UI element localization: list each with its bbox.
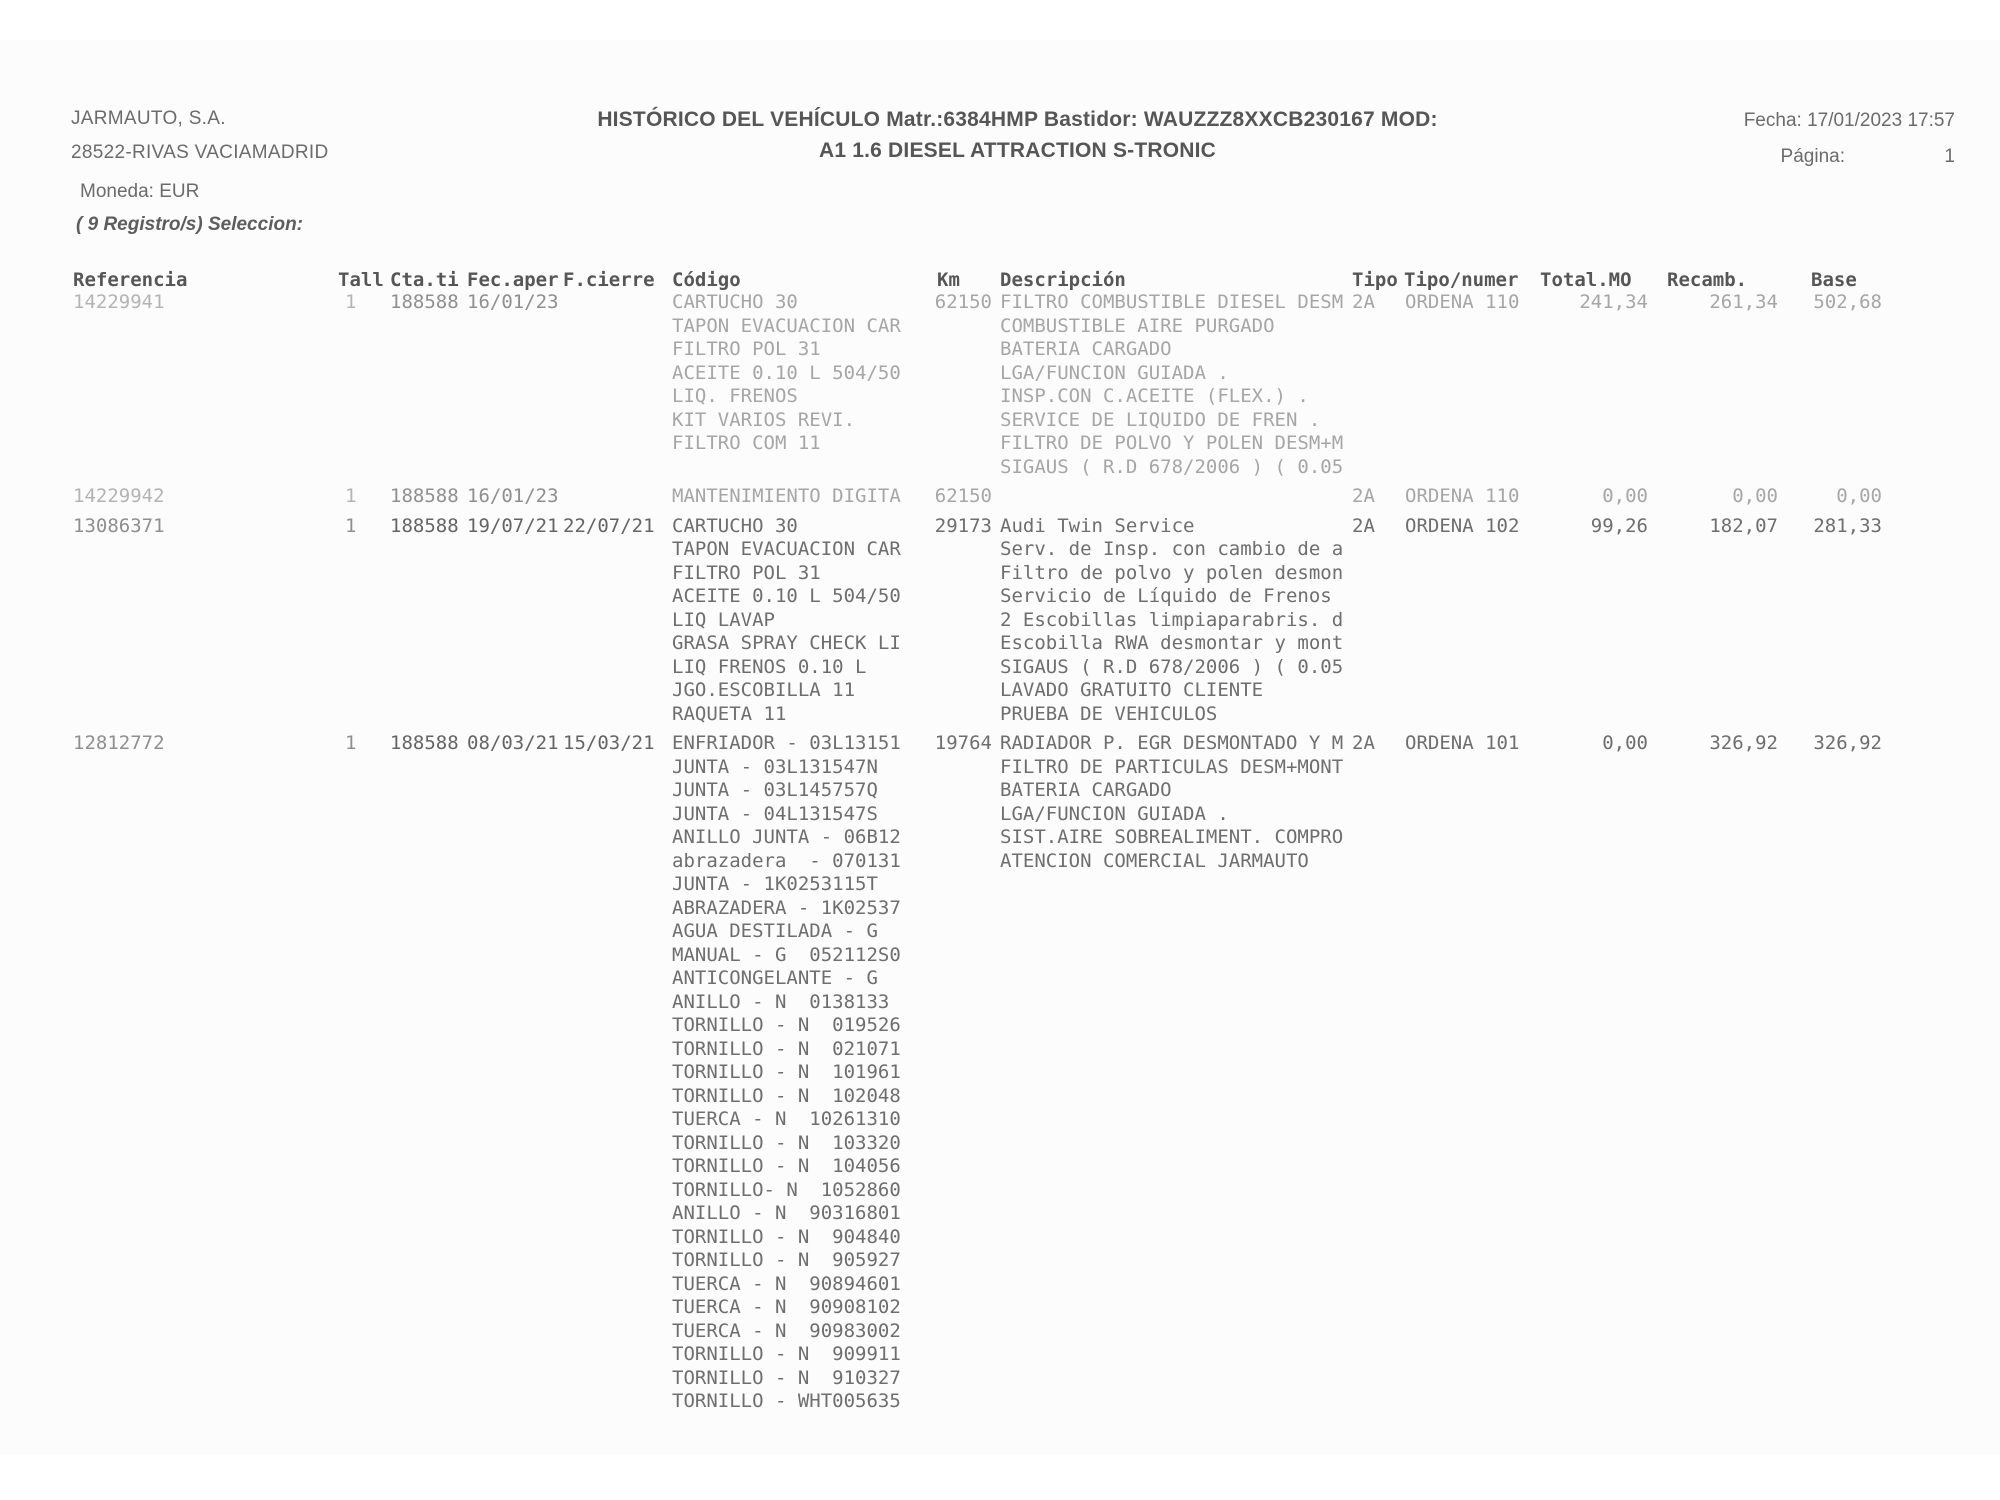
cell-km: 62150: [934, 291, 992, 313]
cell-referencia: 14229941: [73, 291, 165, 313]
cell-total-mo: 0,00: [1602, 485, 1648, 507]
cell-tipo: 2A: [1352, 514, 1375, 537]
cell-referencia: 13086371: [73, 514, 165, 537]
cell-referencia: 14229942: [73, 485, 165, 507]
table-row: 13086371 1 188588 19/07/21 22/07/21 CARTUCHO …: [0, 515, 2000, 727]
cell-tipo: 2A: [1352, 485, 1375, 507]
cell-base: 326,92: [1813, 732, 1882, 754]
cell-total-mo: 0,00: [1602, 732, 1648, 754]
currency-label: Moneda: EUR: [80, 181, 200, 202]
cell-tipo-numer: ORDENA 102: [1405, 514, 1520, 537]
cell-referencia: 12812772: [73, 732, 165, 754]
cell-fec-aper: 08/03/21: [467, 732, 559, 754]
cell-tipo-numer: ORDENA 101: [1405, 732, 1520, 754]
page-label: Página:: [1780, 146, 1845, 167]
cell-km: 19764: [934, 732, 992, 754]
cell-codigo: MANTENIMIENTO DIGITA: [672, 485, 901, 507]
cell-base: 281,33: [1813, 514, 1882, 537]
table-header-referencia: Referencia: [73, 269, 188, 291]
company-name: JARMAUTO, S.A.: [71, 108, 226, 129]
cell-f-cierre: 15/03/21: [563, 732, 655, 754]
scan-paper-band: [0, 40, 2000, 1455]
cell-tall: 1: [345, 732, 357, 754]
cell-cta: 188588: [390, 732, 459, 754]
report-title: HISTÓRICO DEL VEHÍCULO Matr.:6384HMP Bas…: [520, 108, 1515, 163]
cell-km: 29173: [934, 514, 992, 537]
cell-fec-aper: 19/07/21: [467, 514, 559, 537]
cell-recamb: 0,00: [1732, 485, 1778, 507]
cell-recamb: 182,07: [1709, 514, 1778, 537]
header-left: JARMAUTO, S.A. 28522-RIVAS VACIAMADRID: [71, 108, 329, 164]
table-header-fec-aper: Fec.aper: [467, 269, 559, 291]
cell-descripcion: RADIADOR P. EGR DESMONTADO Y M FILTRO DE…: [1000, 732, 1344, 872]
cell-tipo: 2A: [1352, 291, 1375, 313]
cell-total-mo: 241,34: [1579, 291, 1648, 313]
table-row: 14229942 1 188588 16/01/23 MANTENIMIENTO DIG…: [0, 485, 2000, 509]
cell-codigo: CARTUCHO 30 TAPON EVACUACION CAR FILTRO …: [672, 514, 901, 725]
cell-tipo: 2A: [1352, 732, 1375, 754]
selection-count: ( 9 Registro/s) Seleccion:: [76, 214, 304, 235]
cell-cta: 188588: [390, 514, 459, 537]
cell-total-mo: 99,26: [1590, 514, 1648, 537]
cell-tall: 1: [345, 291, 357, 313]
cell-descripcion: Audi Twin Service Serv. de Insp. con cam…: [1000, 514, 1344, 725]
cell-tipo-numer: ORDENA 110: [1405, 485, 1520, 507]
report-title-line1: HISTÓRICO DEL VEHÍCULO Matr.:6384HMP Bas…: [597, 108, 1438, 131]
table-row: 12812772 1 188588 08/03/21 15/03/21 ENFRIADOR…: [0, 732, 2000, 1414]
table-header-total-mo: Total.MO: [1540, 269, 1632, 291]
table-header-base: Base: [1811, 269, 1857, 291]
cell-fec-aper: 16/01/23: [467, 485, 559, 507]
table-header-recamb: Recamb.: [1667, 269, 1748, 291]
cell-base: 502,68: [1813, 291, 1882, 313]
cell-tipo-numer: ORDENA 110: [1405, 291, 1520, 313]
cell-codigo: ENFRIADOR - 03L13151 JUNTA - 03L131547N …: [672, 732, 901, 1412]
report-date: Fecha: 17/01/2023 17:57: [1743, 110, 1955, 131]
cell-tall: 1: [345, 485, 357, 507]
table-header-codigo: Código: [672, 269, 741, 291]
cell-recamb: 326,92: [1709, 732, 1778, 754]
table-header-tipo-numer: Tipo/numer: [1404, 269, 1519, 291]
cell-cta: 188588: [390, 485, 459, 507]
cell-codigo: CARTUCHO 30 TAPON EVACUACION CAR FILTRO …: [672, 291, 901, 454]
page-indicator: Página: 1: [1744, 146, 1955, 168]
report-title-line2: A1 1.6 DIESEL ATTRACTION S-TRONIC: [818, 139, 1217, 162]
table-header-f-cierre: F.cierre: [563, 269, 655, 291]
table-header-row: Referencia Tall Cta.ti Fec.aper F.cierre…: [0, 269, 2000, 295]
cell-f-cierre: 22/07/21: [563, 514, 655, 537]
cell-tall: 1: [345, 514, 357, 537]
header-right: Fecha: 17/01/2023 17:57 Página: 1: [1744, 110, 1955, 168]
cell-descripcion: FILTRO COMBUSTIBLE DIESEL DESM COMBUSTIB…: [1000, 291, 1344, 478]
company-location: 28522-RIVAS VACIAMADRID: [71, 142, 329, 163]
page-number: 1: [1944, 146, 1955, 167]
table-header-cta: Cta.ti: [390, 269, 459, 291]
cell-fec-aper: 16/01/23: [467, 291, 559, 313]
cell-km: 62150: [934, 485, 992, 507]
table-header-tipo: Tipo: [1352, 269, 1398, 291]
table-header-tall: Tall: [338, 269, 384, 291]
cell-recamb: 261,34: [1709, 291, 1778, 313]
cell-cta: 188588: [390, 291, 459, 313]
table-header-km: Km: [937, 269, 960, 291]
table-row: 14229941 1 188588 16/01/23 CARTUCHO 30 TAPON…: [0, 291, 2000, 479]
table-header-descripcion: Descripción: [1000, 269, 1126, 291]
cell-base: 0,00: [1836, 485, 1882, 507]
table-body: 14229941 1 188588 16/01/23 CARTUCHO 30 TAPON…: [0, 291, 2000, 1420]
